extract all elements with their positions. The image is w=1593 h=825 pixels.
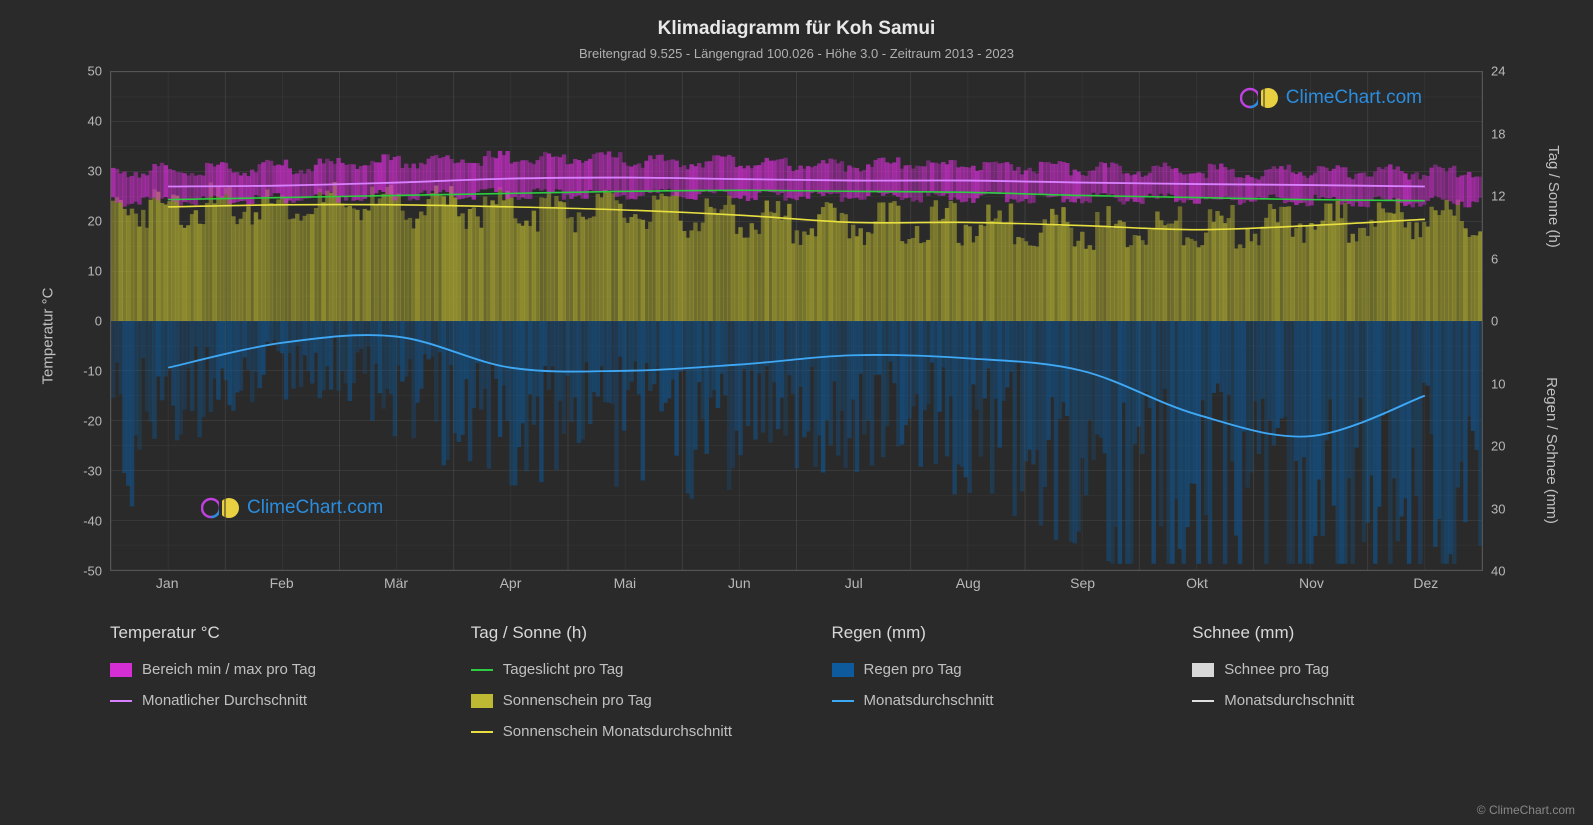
watermark-text: ClimeChart.com xyxy=(1286,87,1422,109)
x-tick: Aug xyxy=(911,575,1025,601)
legend-item: Sonnenschein Monatsdurchschnitt xyxy=(471,723,792,740)
y-tick-left: 20 xyxy=(88,214,102,229)
y-axis-right-bot-label: Regen / Schnee (mm) xyxy=(1543,377,1560,524)
legend-label: Monatsdurchschnitt xyxy=(1224,692,1354,709)
climechart-logo-icon xyxy=(1240,86,1280,110)
legend-label: Monatlicher Durchschnitt xyxy=(142,692,307,709)
legend-item: Sonnenschein pro Tag xyxy=(471,692,792,709)
x-tick: Sep xyxy=(1025,575,1139,601)
legend-temp-col: Temperatur °C Bereich min / max pro Tag … xyxy=(110,623,431,740)
y-tick-left: 0 xyxy=(95,314,102,329)
legend-line xyxy=(110,700,132,702)
legend-item: Monatlicher Durchschnitt xyxy=(110,692,431,709)
legend-snow-header: Schnee (mm) xyxy=(1192,623,1513,643)
legend-line xyxy=(471,669,493,671)
legend-item: Monatsdurchschnitt xyxy=(1192,692,1513,709)
legend-label: Bereich min / max pro Tag xyxy=(142,661,316,678)
legend-item: Monatsdurchschnitt xyxy=(832,692,1153,709)
x-tick: Mai xyxy=(568,575,682,601)
legend-label: Tageslicht pro Tag xyxy=(503,661,624,678)
y-axis-right-top-label: Tag / Sonne (h) xyxy=(1545,145,1562,248)
legend-temp-header: Temperatur °C xyxy=(110,623,431,643)
y-tick-left: -20 xyxy=(83,414,102,429)
legend-rain-header: Regen (mm) xyxy=(832,623,1153,643)
legend-swatch xyxy=(471,694,493,708)
legend-item: Schnee pro Tag xyxy=(1192,661,1513,678)
y-tick-left: 50 xyxy=(88,64,102,79)
legend-sun-header: Tag / Sonne (h) xyxy=(471,623,792,643)
y-tick-left: 10 xyxy=(88,264,102,279)
x-tick: Jun xyxy=(682,575,796,601)
x-tick: Feb xyxy=(224,575,338,601)
watermark-text: ClimeChart.com xyxy=(247,497,383,519)
legend-area: Temperatur °C Bereich min / max pro Tag … xyxy=(110,623,1513,740)
y-tick-right: 12 xyxy=(1491,189,1505,204)
legend-sun-col: Tag / Sonne (h) Tageslicht pro Tag Sonne… xyxy=(471,623,792,740)
y-tick-right: 0 xyxy=(1491,314,1498,329)
y-tick-right: 18 xyxy=(1491,126,1505,141)
x-tick: Okt xyxy=(1140,575,1254,601)
y-axis-left-label: Temperatur °C xyxy=(40,288,57,385)
climechart-logo-icon xyxy=(201,496,241,520)
y-tick-left: 30 xyxy=(88,164,102,179)
x-tick: Jan xyxy=(110,575,224,601)
x-tick: Jul xyxy=(797,575,911,601)
chart-subtitle: Breitengrad 9.525 - Längengrad 100.026 -… xyxy=(40,46,1553,61)
y-tick-left: -10 xyxy=(83,364,102,379)
copyright-text: © ClimeChart.com xyxy=(1477,803,1575,817)
x-tick: Nov xyxy=(1254,575,1368,601)
y-tick-left: -40 xyxy=(83,514,102,529)
y-tick-left: -30 xyxy=(83,464,102,479)
legend-label: Schnee pro Tag xyxy=(1224,661,1329,678)
chart-container: Klimadiagramm für Koh Samui Breitengrad … xyxy=(0,0,1593,825)
legend-swatch xyxy=(1192,663,1214,677)
y-tick-right: 6 xyxy=(1491,251,1498,266)
y-axis-right-ticks: 2418126010203040 xyxy=(1487,71,1523,571)
legend-label: Sonnenschein Monatsdurchschnitt xyxy=(503,723,732,740)
legend-snow-col: Schnee (mm) Schnee pro Tag Monatsdurchsc… xyxy=(1192,623,1513,740)
legend-label: Regen pro Tag xyxy=(864,661,962,678)
legend-line xyxy=(1192,700,1214,702)
x-tick: Apr xyxy=(453,575,567,601)
y-tick-right: 20 xyxy=(1491,439,1505,454)
y-axis-left-ticks: 50403020100-10-20-30-40-50 xyxy=(70,71,106,571)
y-tick-left: 40 xyxy=(88,114,102,129)
legend-item: Bereich min / max pro Tag xyxy=(110,661,431,678)
x-tick: Dez xyxy=(1369,575,1483,601)
legend-line xyxy=(471,731,493,733)
chart-plot-area: ClimeChart.com ClimeChart.com xyxy=(110,71,1483,571)
legend-swatch xyxy=(110,663,132,677)
chart-plot-wrapper: Temperatur °C Tag / Sonne (h) Regen / Sc… xyxy=(70,71,1523,601)
legend-rain-col: Regen (mm) Regen pro Tag Monatsdurchschn… xyxy=(832,623,1153,740)
y-tick-right: 24 xyxy=(1491,64,1505,79)
watermark-bottom: ClimeChart.com xyxy=(201,496,383,520)
x-axis-ticks: JanFebMärAprMaiJunJulAugSepOktNovDez xyxy=(110,575,1483,601)
legend-item: Regen pro Tag xyxy=(832,661,1153,678)
chart-title: Klimadiagramm für Koh Samui xyxy=(40,18,1553,40)
legend-swatch xyxy=(832,663,854,677)
legend-item: Tageslicht pro Tag xyxy=(471,661,792,678)
y-tick-left: -50 xyxy=(83,564,102,579)
y-tick-right: 10 xyxy=(1491,376,1505,391)
y-tick-right: 30 xyxy=(1491,501,1505,516)
x-tick: Mär xyxy=(339,575,453,601)
y-tick-right: 40 xyxy=(1491,564,1505,579)
legend-label: Monatsdurchschnitt xyxy=(864,692,994,709)
legend-label: Sonnenschein pro Tag xyxy=(503,692,652,709)
legend-line xyxy=(832,700,854,702)
watermark-top: ClimeChart.com xyxy=(1240,86,1422,110)
